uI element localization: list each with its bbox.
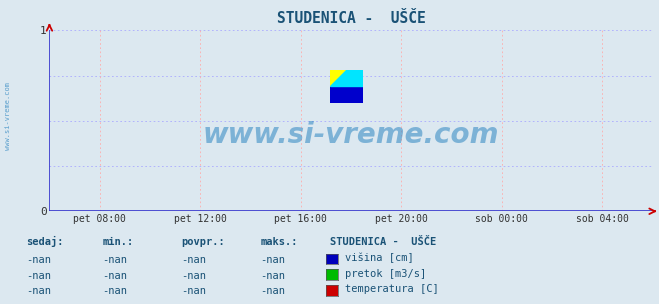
Text: sedaj:: sedaj: — [26, 236, 64, 247]
Title: STUDENICA -  UŠČE: STUDENICA - UŠČE — [277, 12, 425, 26]
Text: maks.:: maks.: — [260, 237, 298, 247]
Text: www.si-vreme.com: www.si-vreme.com — [203, 121, 499, 149]
Text: -nan: -nan — [26, 286, 51, 296]
Text: www.si-vreme.com: www.si-vreme.com — [5, 81, 11, 150]
Text: pretok [m3/s]: pretok [m3/s] — [345, 269, 426, 279]
Text: -nan: -nan — [102, 255, 127, 265]
Text: -nan: -nan — [181, 286, 206, 296]
Text: -nan: -nan — [181, 255, 206, 265]
Text: -nan: -nan — [181, 271, 206, 281]
Text: temperatura [C]: temperatura [C] — [345, 284, 438, 294]
Polygon shape — [330, 70, 363, 86]
Polygon shape — [347, 70, 363, 86]
Text: -nan: -nan — [102, 271, 127, 281]
Polygon shape — [330, 70, 347, 86]
Text: povpr.:: povpr.: — [181, 237, 225, 247]
Text: -nan: -nan — [260, 286, 285, 296]
Text: -nan: -nan — [26, 271, 51, 281]
Text: -nan: -nan — [26, 255, 51, 265]
Text: -nan: -nan — [102, 286, 127, 296]
Text: -nan: -nan — [260, 255, 285, 265]
Polygon shape — [330, 70, 363, 86]
Text: -nan: -nan — [260, 271, 285, 281]
Polygon shape — [330, 70, 347, 86]
Bar — [330, 86, 363, 103]
Text: min.:: min.: — [102, 237, 133, 247]
Text: višina [cm]: višina [cm] — [345, 253, 413, 263]
Polygon shape — [330, 70, 347, 86]
Text: STUDENICA -  UŠČE: STUDENICA - UŠČE — [330, 237, 436, 247]
